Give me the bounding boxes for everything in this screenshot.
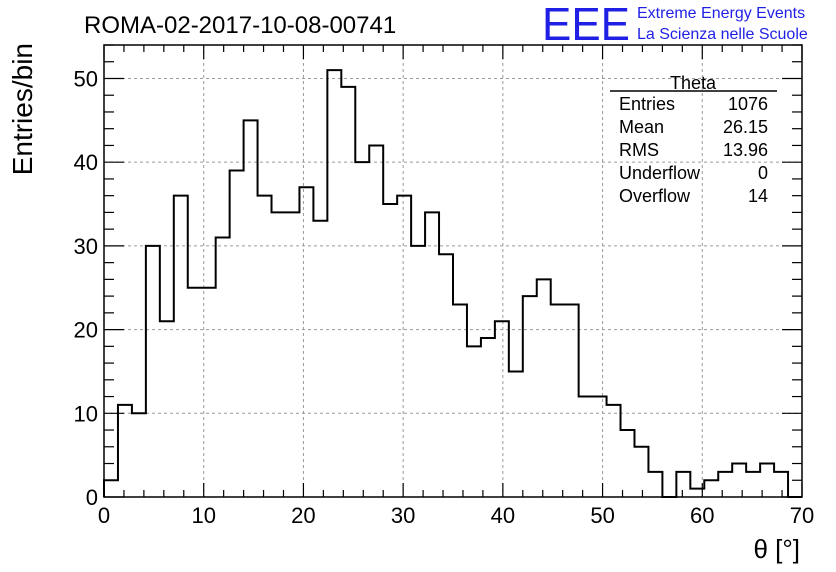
x-tick-label: 30 xyxy=(391,503,415,528)
y-tick-label: 0 xyxy=(86,485,98,510)
x-axis-label: θ [°] xyxy=(753,534,800,564)
x-tick-label: 70 xyxy=(790,503,814,528)
eee-logo-line2: La Scienza nelle Scuole xyxy=(637,26,808,43)
stats-box: Theta Entries 1076 Mean 26.15 RMS 13.96 Underf… xyxy=(610,73,777,206)
stats-rows: Entries 1076 Mean 26.15 RMS 13.96 Underflow 0 Ov… xyxy=(619,94,768,206)
x-tick-labels: 0 10 20 30 40 50 60 70 xyxy=(98,503,814,528)
stats-title: Theta xyxy=(670,73,717,93)
x-tick-label: 40 xyxy=(491,503,515,528)
eee-logo-mark: EEE xyxy=(542,0,630,50)
stats-row-value: 14 xyxy=(748,186,768,206)
x-tick-label: 10 xyxy=(191,503,215,528)
stats-row-value: 1076 xyxy=(728,94,768,114)
x-tick-label: 50 xyxy=(590,503,614,528)
y-tick-label: 20 xyxy=(74,318,98,343)
chart-title: ROMA-02-2017-10-08-00741 xyxy=(84,12,396,39)
y-tick-labels: 0 10 20 30 40 50 xyxy=(74,66,98,510)
grid-lines xyxy=(104,45,802,497)
y-tick-label: 10 xyxy=(74,401,98,426)
stats-row-label: Mean xyxy=(619,117,664,137)
x-tick-label: 20 xyxy=(291,503,315,528)
y-tick-label: 40 xyxy=(74,150,98,175)
stats-row-label: Overflow xyxy=(619,186,691,206)
stats-row-value: 26.15 xyxy=(723,117,768,137)
stats-row-value: 13.96 xyxy=(723,140,768,160)
eee-logo-line1: Extreme Energy Events xyxy=(637,5,805,22)
y-axis-label: Entries/bin xyxy=(7,43,38,175)
x-tick-label: 0 xyxy=(98,503,110,528)
axis-ticks xyxy=(103,44,803,498)
stats-row-label: Entries xyxy=(619,94,675,114)
stats-row-label: RMS xyxy=(619,140,659,160)
stats-row-label: Underflow xyxy=(619,163,701,183)
y-tick-label: 30 xyxy=(74,234,98,259)
histogram-series xyxy=(103,69,802,498)
plot-frame xyxy=(103,44,803,498)
eee-logo: EEE Extreme Energy Events La Scienza nel… xyxy=(542,0,808,50)
stats-row-value: 0 xyxy=(758,163,768,183)
y-tick-label: 50 xyxy=(74,66,98,91)
x-tick-label: 60 xyxy=(690,503,714,528)
